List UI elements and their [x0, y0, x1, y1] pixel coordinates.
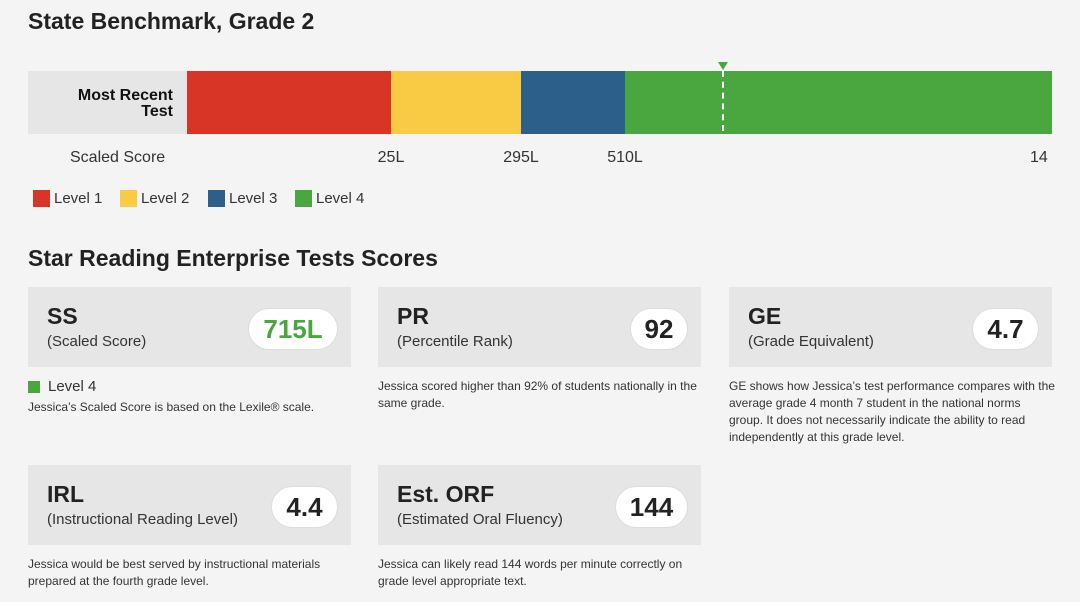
pr-description: Jessica scored higher than 92% of studen… [378, 378, 697, 412]
student-score-marker-icon [718, 62, 728, 70]
ss-card-fullname: (Scaled Score) [47, 333, 147, 350]
ge-description: GE shows how Jessica’s test performance … [729, 378, 1055, 446]
ge-card-fullname: (Grade Equivalent) [748, 333, 874, 350]
orf-card-fullname: (Estimated Oral Fluency) [397, 511, 563, 528]
benchmark-bar-level-3 [521, 71, 625, 134]
ss-card: SS (Scaled Score) 715L [28, 287, 351, 367]
irl-card: IRL (Instructional Reading Level) 4.4 [28, 465, 351, 545]
ss-level-swatch [28, 380, 40, 393]
pr-description-line-2: same grade. [378, 396, 445, 410]
irl-description-line-1: Jessica would be best served by instruct… [28, 557, 321, 571]
pr-description-line-1: Jessica scored higher than 92% of studen… [378, 379, 697, 393]
scaled-score-axis-label: Scaled Score [70, 149, 166, 166]
legend-level-1: Level 1 [33, 190, 102, 207]
ss-value-badge: 715L [248, 308, 338, 350]
irl-value-badge: 4.4 [271, 486, 338, 528]
page-title: State Benchmark, Grade 2 [28, 8, 315, 34]
legend-label-level-2: Level 2 [141, 190, 190, 207]
orf-description-line-1: Jessica can likely read 144 words per mi… [378, 557, 683, 571]
ge-card: GE (Grade Equivalent) 4.7 [729, 287, 1052, 367]
ge-value-badge: 4.7 [972, 308, 1039, 350]
pr-card-abbr: PR [397, 303, 429, 329]
irl-description: Jessica would be best served by instruct… [28, 556, 320, 590]
orf-card-abbr: Est. ORF [397, 481, 495, 507]
pr-value-badge: 92 [630, 308, 688, 350]
benchmark-bar-level-1 [187, 71, 391, 134]
cut-score-3: 510L [607, 149, 643, 166]
legend-level-3: Level 3 [208, 190, 277, 207]
legend-swatch-level-1 [33, 190, 50, 207]
ge-description-line-3: group. It does not necessarily indicate … [729, 413, 1026, 427]
pr-card-fullname: (Percentile Rank) [397, 333, 513, 350]
cut-score-1: 25L [377, 149, 405, 166]
legend-swatch-level-2 [120, 190, 137, 207]
legend-label-level-4: Level 4 [316, 190, 365, 207]
orf-value-badge: 144 [615, 486, 688, 528]
legend-level-2: Level 2 [120, 190, 189, 207]
legend-level-4: Level 4 [295, 190, 364, 207]
irl-description-line-2: prepared at the fourth grade level. [28, 574, 209, 588]
pr-card: PR (Percentile Rank) 92 [378, 287, 701, 367]
student-score-marker-line [722, 71, 724, 131]
ss-level-label: Level 4 [48, 378, 97, 395]
irl-card-fullname: (Instructional Reading Level) [47, 511, 238, 528]
orf-description: Jessica can likely read 144 words per mi… [378, 556, 682, 590]
benchmark-row-label-text: Most Recent Test [77, 87, 173, 120]
ge-card-abbr: GE [748, 303, 782, 329]
legend-swatch-level-3 [208, 190, 225, 207]
irl-card-abbr: IRL [47, 481, 85, 507]
ss-description: Jessica’s Scaled Score is based on the L… [28, 400, 315, 414]
cut-score-2: 295L [503, 149, 539, 166]
scores-section-title: Star Reading Enterprise Tests Scores [28, 245, 438, 271]
ge-description-line-4: independently at this grade level. [729, 430, 905, 444]
orf-description-line-2: grade level appropriate text. [378, 574, 527, 588]
cut-score-max: 14 [1030, 149, 1048, 166]
benchmark-bar-level-4 [625, 71, 1052, 134]
legend-label-level-1: Level 1 [54, 190, 103, 207]
ge-description-line-2: average grade 4 month 7 student in the n… [729, 396, 1021, 410]
legend-label-level-3: Level 3 [229, 190, 278, 207]
ge-description-line-1: GE shows how Jessica’s test performance … [729, 379, 1055, 393]
ss-level-indicator: Level 4 [28, 378, 96, 395]
orf-card: Est. ORF (Estimated Oral Fluency) 144 [378, 465, 701, 545]
benchmark-row-label: Most Recent Test [28, 71, 187, 134]
ss-card-abbr: SS [47, 303, 78, 329]
benchmark-bar-level-2 [391, 71, 521, 134]
legend-swatch-level-4 [295, 190, 312, 207]
